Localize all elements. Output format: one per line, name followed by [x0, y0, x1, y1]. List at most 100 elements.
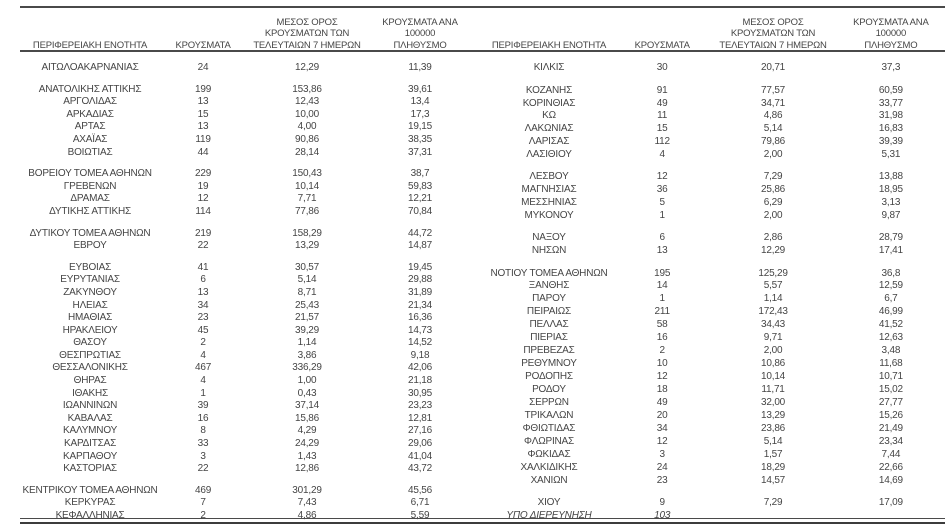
- per-100k-cell: 39,61: [407, 83, 433, 95]
- region-name-cell: ΠΙΕΡΙΑΣ: [530, 332, 568, 344]
- table-left-header: ΠΕΡΙΦΕΡΕΙΑΚΗ ΕΝΟΤΗΤΑ ΚΡΟΥΣΜΑΤΑ ΜΕΣΟΣ ΟΡΟ…: [20, 8, 472, 54]
- table-row: ΛΑΡΙΣΑΣ 112 79,86 39,39: [482, 136, 944, 149]
- cases-cell: 45: [197, 324, 209, 336]
- cases-cell: 36: [656, 184, 668, 196]
- header-row: ΠΕΡΙΦΕΡΕΙΑΚΗ ΕΝΟΤΗΤΑ ΚΡΟΥΣΜΑΤΑ ΜΕΣΟΣ ΟΡΟ…: [20, 8, 472, 54]
- avg-7day-cell: 77,86: [294, 205, 320, 217]
- per-100k-cell: 5,59: [410, 510, 430, 521]
- per-100k-cell: 19,15: [407, 121, 433, 133]
- row-spacer-cell: [482, 162, 944, 171]
- table-row: ΡΕΘΥΜΝΟΥ 10 10,86 11,68: [482, 358, 944, 371]
- table-row: ΝΗΣΩΝ 13 12,29 17,41: [482, 245, 944, 258]
- row-spacer-cell: [482, 223, 944, 232]
- region-name-cell: ΚΕΦΑΛΛΗΝΙΑΣ: [55, 510, 125, 521]
- table-row: ΝΑΞΟΥ 6 2,86 28,79: [482, 232, 944, 245]
- cases-cell: 24: [197, 62, 209, 73]
- avg-7day-cell: 4,86: [297, 510, 317, 521]
- table-bottom-thick-rule: [20, 521, 945, 524]
- avg-7day-cell: 336,29: [292, 362, 322, 374]
- avg-7day-cell: 12,86: [294, 463, 320, 475]
- table-row: ΠΑΡΟΥ 1 1,14 6,7: [482, 293, 944, 306]
- region-name-cell: ΘΕΣΠΡΩΤΙΑΣ: [59, 349, 121, 361]
- cases-cell: 44: [197, 146, 209, 158]
- table-row: ΛΑΣΙΘΙΟΥ 4 2,00 5,31: [482, 149, 944, 162]
- avg-7day-cell: 34,71: [761, 97, 786, 109]
- region-name-cell: ΚΩ: [542, 110, 556, 122]
- avg-7day-cell: 5,14: [763, 435, 783, 447]
- cases-cell: 91: [656, 84, 668, 96]
- region-name-cell: ΑΡΓΟΛΙΔΑΣ: [63, 96, 117, 108]
- table-row: ΚΑΣΤΟΡΙΑΣ 22 12,86 43,72: [20, 463, 472, 476]
- table-row: ΔΡΑΜΑΣ 12 7,71 12,21: [20, 193, 472, 206]
- table-row: ΡΟΔΟΥ 18 11,71 15,02: [482, 384, 944, 397]
- per-100k-cell: 41,04: [407, 450, 433, 462]
- region-name-cell: ΑΙΤΩΛΟΑΚΑΡΝΑΝΙΑΣ: [41, 62, 139, 73]
- cases-cell: 13: [656, 245, 668, 257]
- region-name-cell: ΚΑΣΤΟΡΙΑΣ: [63, 463, 117, 475]
- table-row: ΚΑΡΔΙΤΣΑΣ 33 24,29 29,06: [20, 438, 472, 451]
- avg-7day-cell: 2,00: [763, 149, 783, 161]
- avg-7day-cell: 10,00: [294, 108, 320, 120]
- avg-7day-cell: 7,29: [763, 171, 783, 183]
- per-100k-cell: 36,8: [881, 267, 901, 279]
- per-100k-cell: 6,7: [884, 293, 898, 305]
- cases-cell: 34: [656, 422, 668, 434]
- avg-7day-cell: 28,14: [294, 146, 320, 158]
- header-region-unit: ΠΕΡΙΦΕΡΕΙΑΚΗ ΕΝΟΤΗΤΑ: [32, 39, 148, 51]
- per-100k-cell: 37,31: [407, 146, 433, 158]
- avg-7day-cell: 7,71: [297, 193, 317, 205]
- region-name-cell: ΔΥΤΙΚΗΣ ΑΤΤΙΚΗΣ: [49, 205, 131, 217]
- per-100k-cell: 29,06: [407, 438, 433, 450]
- cases-cell: 4: [200, 375, 206, 387]
- row-spacer: [20, 54, 472, 62]
- cases-cell: 16: [197, 412, 209, 424]
- table-row: ΑΡΚΑΔΙΑΣ 15 10,00 17,3: [20, 109, 472, 122]
- region-name-cell: ΑΡΤΑΣ: [74, 121, 106, 133]
- cases-cell: 467: [195, 362, 212, 374]
- table-row: ΚΩ 11 4,86 31,98: [482, 110, 944, 123]
- avg-7day-cell: 150,43: [292, 168, 322, 180]
- cases-cell: 13: [197, 96, 209, 108]
- cases-cell: 22: [197, 240, 209, 252]
- avg-7day-cell: 12,43: [294, 96, 320, 108]
- table-row: ΔΥΤΙΚΟΥ ΤΟΜΕΑ ΑΘΗΝΩΝ 219 158,29 44,72: [20, 228, 472, 241]
- row-spacer: [482, 258, 944, 267]
- per-100k-cell: 31,98: [878, 110, 903, 122]
- table-row: ΑΡΤΑΣ 13 4,00 19,15: [20, 121, 472, 134]
- table-row: ΙΩΑΝΝΙΝΩΝ 39 37,14 23,23: [20, 400, 472, 413]
- table-row: ΠΕΙΡΑΙΩΣ 211 172,43 46,99: [482, 306, 944, 319]
- per-100k-cell: 14,69: [878, 474, 903, 486]
- per-100k-cell: 60,59: [878, 84, 903, 96]
- avg-7day-cell: 12,29: [761, 245, 786, 257]
- table-row: ΦΘΙΩΤΙΔΑΣ 34 23,86 21,49: [482, 423, 944, 436]
- table-row: ΕΥΒΟΙΑΣ 41 30,57 19,45: [20, 262, 472, 275]
- cases-cell: 23: [656, 474, 668, 486]
- region-name-cell: ΘΗΡΑΣ: [73, 375, 107, 387]
- row-spacer: [482, 223, 944, 232]
- region-name-cell: ΗΜΑΘΙΑΣ: [68, 312, 113, 324]
- cases-cell: 9: [659, 496, 665, 508]
- avg-7day-cell: 32,00: [761, 396, 786, 408]
- per-100k-cell: 17,41: [878, 245, 903, 257]
- per-100k-cell: 19,45: [407, 261, 433, 273]
- avg-7day-cell: 14,57: [761, 474, 786, 486]
- region-name-cell: ΦΛΩΡΙΝΑΣ: [523, 435, 575, 447]
- region-name-cell: ΤΡΙΚΑΛΩΝ: [524, 409, 574, 421]
- avg-7day-cell: 23,86: [761, 422, 786, 434]
- avg-7day-cell: 30,57: [294, 261, 320, 273]
- region-name-cell: ΝΑΞΟΥ: [532, 232, 566, 244]
- cases-cell: 15: [197, 108, 209, 120]
- region-name-cell: ΥΠΟ ΔΙΕΡΕΥΝΗΣΗ: [506, 509, 592, 521]
- avg-7day-cell: 5,14: [297, 274, 317, 286]
- avg-7day-cell: 1,14: [297, 337, 317, 349]
- per-100k-cell: 22,66: [878, 461, 903, 473]
- table-row: ΗΡΑΚΛΕΙΟΥ 45 39,29 14,73: [20, 325, 472, 338]
- table-row: ΦΩΚΙΔΑΣ 3 1,57 7,44: [482, 448, 944, 461]
- cases-cell: 119: [195, 133, 211, 145]
- row-spacer: [20, 75, 472, 84]
- per-100k-cell: 70,84: [407, 205, 433, 217]
- region-name-cell: ΘΕΣΣΑΛΟΝΙΚΗΣ: [52, 362, 128, 374]
- region-name-cell: ΝΟΤΙΟΥ ΤΟΜΕΑ ΑΘΗΝΩΝ: [490, 267, 608, 279]
- cases-cell: 195: [654, 267, 671, 279]
